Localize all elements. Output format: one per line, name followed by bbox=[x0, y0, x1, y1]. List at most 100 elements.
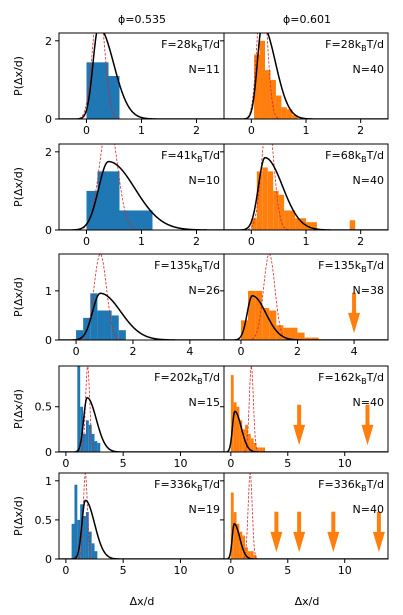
histogram-bar bbox=[76, 330, 84, 340]
sample-count-label: N=19 bbox=[189, 503, 220, 516]
histogram-bar bbox=[311, 337, 319, 340]
sample-count-label: N=40 bbox=[353, 396, 384, 409]
y-axis-label: P(Δx/d) bbox=[12, 389, 25, 429]
plot-area bbox=[59, 254, 224, 340]
histogram-bar bbox=[278, 194, 285, 230]
x-tick-label: 0 bbox=[248, 124, 255, 137]
sample-count-label: N=40 bbox=[353, 503, 384, 516]
histogram-bar bbox=[108, 171, 120, 230]
x-tick-label: 0 bbox=[237, 345, 244, 358]
x-tick-label: 2 bbox=[193, 124, 200, 137]
histogram-bar bbox=[230, 492, 234, 559]
force-label: F=135kBT/d bbox=[154, 259, 220, 274]
x-tick-label: 5 bbox=[120, 457, 127, 470]
x-tick-label: 5 bbox=[284, 564, 291, 577]
histogram-bar bbox=[283, 327, 291, 340]
column-title-left: ϕ=0.535 bbox=[118, 13, 166, 26]
plot-area bbox=[224, 144, 388, 230]
x-tick-label: 10 bbox=[338, 564, 352, 577]
histogram-bar bbox=[255, 290, 263, 340]
histogram-bar bbox=[262, 447, 265, 452]
panel-4-left: 0 5 10 0 0.5 1 F=336kBT/d N=19 P(Δx/d) bbox=[12, 472, 225, 577]
histogram-bar bbox=[97, 171, 109, 230]
x-tick-label: 0 bbox=[62, 457, 69, 470]
sample-count-label: N=38 bbox=[353, 284, 384, 297]
histogram-bar bbox=[233, 402, 237, 452]
panel-4-right: 0 5 10 F=336kBT/d N=40 bbox=[220, 472, 389, 577]
histogram-bar bbox=[233, 512, 237, 559]
sample-count-label: N=10 bbox=[189, 174, 220, 187]
panel-frame bbox=[223, 253, 389, 341]
y-tick-label: 0.5 bbox=[35, 514, 53, 527]
x-tick-label: 0 bbox=[62, 564, 69, 577]
force-label: F=135kBT/d bbox=[318, 259, 384, 274]
sample-count-label: N=15 bbox=[189, 396, 220, 409]
x-tick-label: 1 bbox=[303, 235, 310, 248]
histogram-bar bbox=[253, 555, 257, 559]
histogram-bar bbox=[262, 308, 270, 340]
x-tick-label: 5 bbox=[284, 457, 291, 470]
outlier-arrow-shaft bbox=[376, 511, 381, 534]
plot-area bbox=[59, 473, 224, 559]
histogram-bar bbox=[270, 79, 276, 119]
y-axis-label: P(Δx/d) bbox=[12, 277, 25, 317]
sample-count-label: N=26 bbox=[189, 284, 220, 297]
histogram-bar bbox=[111, 315, 119, 340]
outlier-arrow-head bbox=[327, 531, 340, 553]
histogram-bar bbox=[262, 167, 268, 230]
histogram-bar bbox=[290, 327, 298, 340]
histogram-bar bbox=[281, 107, 287, 119]
reference-curve bbox=[224, 144, 388, 230]
histogram-bar bbox=[254, 54, 260, 119]
histogram-bar bbox=[245, 424, 248, 452]
histogram-bar bbox=[286, 109, 293, 119]
histogram-bar bbox=[108, 76, 120, 119]
force-label: F=68kBT/d bbox=[325, 149, 384, 164]
histogram-bar bbox=[276, 325, 284, 340]
outlier-arrow-shaft bbox=[352, 292, 357, 315]
x-tick-label: 2 bbox=[357, 124, 364, 137]
histogram-bar bbox=[240, 320, 249, 340]
histogram-bar bbox=[77, 519, 81, 559]
x-tick-label: 0 bbox=[83, 235, 90, 248]
x-tick-label: 0 bbox=[83, 124, 90, 137]
histogram-bar bbox=[97, 62, 109, 119]
x-tick-label: 1 bbox=[138, 235, 145, 248]
histogram-bar bbox=[230, 375, 234, 452]
outlier-arrow-head bbox=[293, 424, 306, 446]
x-tick-label: 2 bbox=[129, 345, 136, 358]
histogram-bar bbox=[265, 70, 271, 119]
histogram-bar bbox=[349, 220, 356, 230]
histogram-bar bbox=[304, 337, 312, 340]
histogram-bar bbox=[259, 447, 263, 452]
outlier-arrow-shaft bbox=[297, 511, 302, 534]
sample-count-label: N=40 bbox=[353, 174, 384, 187]
histogram-bar bbox=[86, 62, 98, 119]
x-tick-label: 10 bbox=[173, 457, 187, 470]
y-axis-label: P(Δx/d) bbox=[12, 167, 25, 207]
histogram-bar bbox=[250, 551, 254, 559]
fit-curve bbox=[224, 156, 388, 230]
histogram-bar bbox=[91, 543, 95, 559]
x-tick-label: 2 bbox=[294, 345, 301, 358]
x-tick-label: 4 bbox=[351, 345, 358, 358]
x-tick-label: 10 bbox=[338, 457, 352, 470]
x-tick-label: 5 bbox=[120, 564, 127, 577]
histogram-bar bbox=[97, 310, 105, 340]
histogram-bar bbox=[130, 210, 153, 230]
histogram-bar bbox=[88, 531, 92, 559]
reference-curve bbox=[59, 33, 224, 119]
force-label: F=162kBT/d bbox=[318, 371, 384, 386]
force-label: F=336kBT/d bbox=[318, 478, 384, 493]
histogram-bar bbox=[284, 210, 290, 230]
y-axis-label: P(Δx/d) bbox=[12, 496, 25, 536]
x-tick-label: 0 bbox=[227, 457, 234, 470]
y-tick-label: 1 bbox=[45, 285, 52, 298]
histogram-bar bbox=[292, 115, 298, 119]
x-tick-label: 10 bbox=[173, 564, 187, 577]
outlier-arrow-head bbox=[372, 531, 385, 553]
histogram-bar bbox=[119, 210, 131, 230]
outlier-arrow-head bbox=[270, 531, 283, 553]
histogram-bar bbox=[248, 290, 256, 340]
